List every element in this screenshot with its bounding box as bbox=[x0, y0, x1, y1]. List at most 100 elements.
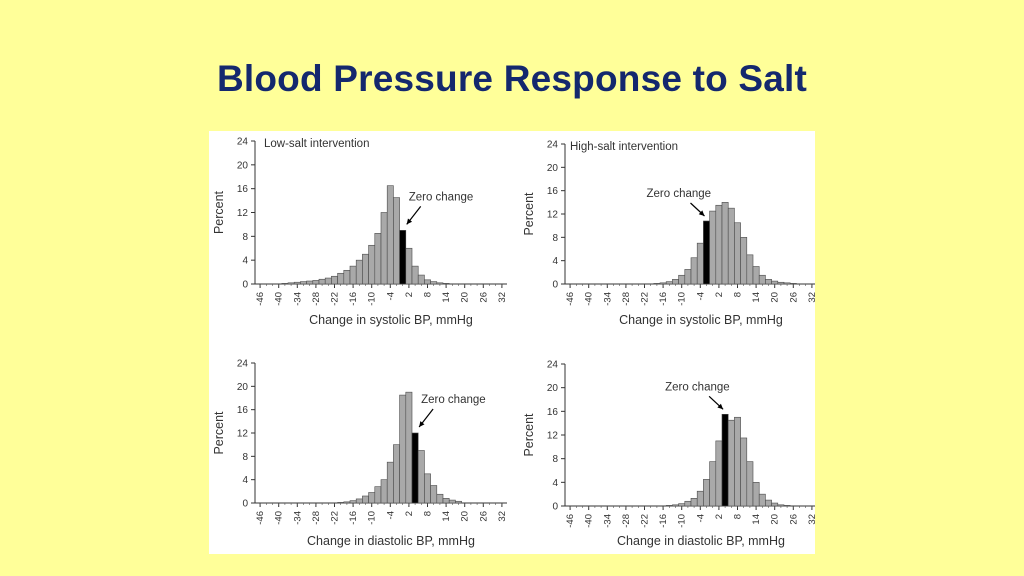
y-tick-label: 24 bbox=[237, 137, 249, 148]
x-tick-label: -10 bbox=[367, 511, 378, 525]
y-tick-label: 0 bbox=[552, 502, 558, 513]
histogram-bar bbox=[740, 437, 748, 507]
histogram-bar bbox=[405, 391, 413, 504]
histogram-bar bbox=[734, 416, 741, 507]
histogram-bar bbox=[362, 495, 369, 504]
histogram-bar bbox=[430, 485, 438, 504]
x-tick-label: -10 bbox=[367, 292, 378, 306]
zero-change-bar bbox=[411, 432, 419, 504]
zero-change-annotation: Zero change bbox=[409, 191, 474, 203]
x-tick-label: 8 bbox=[423, 292, 434, 297]
x-tick-label: -10 bbox=[677, 514, 688, 528]
zero-change-bar bbox=[721, 413, 729, 507]
x-tick-label: -4 bbox=[385, 292, 396, 300]
x-tick-label: -22 bbox=[640, 514, 651, 528]
x-tick-label: -46 bbox=[255, 292, 266, 306]
zero-change-arrowhead bbox=[698, 210, 705, 216]
y-tick-label: 8 bbox=[552, 454, 558, 465]
y-axis-label: Percent bbox=[212, 411, 226, 455]
histogram-bar bbox=[349, 265, 357, 285]
y-tick-label: 20 bbox=[547, 163, 559, 174]
x-tick-label: 14 bbox=[441, 292, 452, 303]
histogram-panel-3: 0 4 8 12 16 20 24 -46 -40 -34 -28 -22 -16 -10 -4 2 8 14 20… bbox=[212, 359, 508, 549]
histogram-bar bbox=[746, 461, 754, 507]
y-axis-label: Percent bbox=[522, 192, 536, 236]
histogram-bar bbox=[727, 207, 735, 285]
zero-change-annotation: Zero change bbox=[421, 394, 486, 406]
histogram-bar bbox=[771, 502, 779, 507]
histogram-bar bbox=[287, 282, 295, 285]
y-tick-label: 16 bbox=[237, 405, 249, 416]
histogram-bar bbox=[752, 266, 760, 285]
x-tick-label: 2 bbox=[404, 292, 415, 297]
x-tick-label: 14 bbox=[751, 292, 762, 303]
histogram-bar bbox=[331, 275, 338, 285]
x-tick-label: -40 bbox=[584, 514, 595, 528]
histogram-bar bbox=[442, 498, 450, 504]
histogram-bar bbox=[362, 253, 369, 285]
x-tick-label: 2 bbox=[714, 292, 725, 297]
histogram-bar bbox=[690, 257, 698, 285]
histogram-bar bbox=[393, 197, 400, 285]
slide-title: Blood Pressure Response to Salt bbox=[216, 58, 808, 99]
x-tick-label: 32 bbox=[497, 511, 508, 522]
histogram-bar bbox=[337, 502, 345, 504]
y-tick-label: 24 bbox=[237, 359, 249, 370]
y-tick-label: 20 bbox=[547, 383, 559, 394]
histogram-bar bbox=[349, 500, 357, 504]
x-tick-label: -34 bbox=[602, 514, 613, 528]
x-tick-label: -4 bbox=[695, 514, 706, 522]
y-tick-label: 8 bbox=[552, 233, 558, 244]
zero-change-bar bbox=[399, 230, 407, 285]
histogram-bar bbox=[343, 501, 351, 504]
zero-change-bar bbox=[703, 220, 710, 285]
y-tick-label: 16 bbox=[547, 186, 559, 197]
y-tick-label: 4 bbox=[242, 256, 248, 267]
y-tick-label: 4 bbox=[242, 475, 248, 486]
histogram-bar bbox=[758, 274, 766, 285]
zero-change-annotation: Zero change bbox=[647, 188, 712, 200]
x-tick-label: 14 bbox=[441, 511, 452, 522]
x-tick-label: -10 bbox=[677, 292, 688, 306]
y-tick-label: 8 bbox=[242, 452, 248, 463]
histogram-bar bbox=[300, 281, 307, 285]
histogram-bar bbox=[715, 440, 723, 507]
x-tick-label: 8 bbox=[733, 514, 744, 519]
histogram-bar bbox=[665, 505, 673, 507]
histogram-bar bbox=[789, 283, 797, 285]
x-tick-label: 2 bbox=[404, 511, 415, 516]
histogram-bar bbox=[368, 244, 376, 285]
x-tick-label: 26 bbox=[478, 511, 489, 522]
x-tick-label: 2 bbox=[714, 514, 725, 519]
x-tick-label: -4 bbox=[695, 292, 706, 300]
histogram-bar bbox=[777, 281, 785, 285]
histogram-bar bbox=[386, 185, 394, 285]
y-tick-label: 0 bbox=[552, 280, 558, 291]
y-tick-label: 12 bbox=[237, 429, 249, 440]
histogram-bar bbox=[393, 444, 400, 504]
histogram-bar bbox=[337, 272, 345, 285]
histogram-bar bbox=[293, 281, 301, 285]
x-tick-label: -40 bbox=[584, 292, 595, 306]
x-tick-label: 26 bbox=[788, 292, 799, 303]
histogram-bar bbox=[734, 222, 741, 285]
histogram-bar bbox=[709, 210, 717, 285]
histogram-bar bbox=[455, 500, 462, 504]
histogram-bar bbox=[696, 490, 704, 507]
histogram-bar bbox=[355, 259, 363, 285]
histogram-bar bbox=[399, 394, 407, 504]
histogram-bar bbox=[436, 493, 444, 504]
histogram-bar bbox=[380, 212, 388, 285]
histogram-bar bbox=[405, 247, 413, 285]
histogram-bar bbox=[318, 278, 326, 285]
x-axis-label: Change in systolic BP, mmHg bbox=[619, 313, 783, 327]
y-tick-label: 16 bbox=[547, 407, 559, 418]
x-tick-label: 32 bbox=[497, 292, 508, 303]
histogram-bar bbox=[746, 254, 754, 285]
histogram-bar bbox=[374, 233, 382, 285]
zero-change-arrowhead bbox=[419, 421, 425, 427]
x-tick-label: -16 bbox=[658, 292, 669, 306]
histogram-bar bbox=[703, 479, 710, 507]
x-tick-label: 14 bbox=[751, 514, 762, 525]
